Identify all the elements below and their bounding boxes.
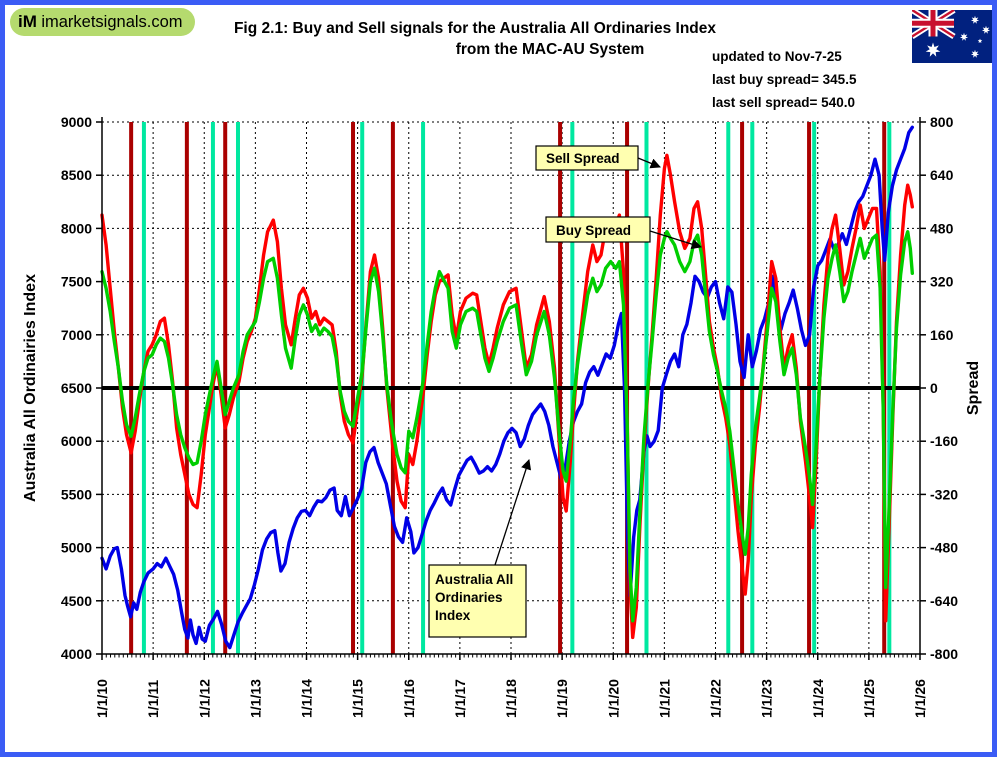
y-right-axis-title: Spread xyxy=(965,361,982,415)
y-right-tick-label: 0 xyxy=(930,380,938,396)
sell-spread-label: Sell Spread xyxy=(546,151,620,166)
y-left-tick-label: 4000 xyxy=(61,646,92,662)
australia-flag-svg xyxy=(910,7,992,63)
flag-stars xyxy=(925,15,991,58)
x-tick-label: 1/1/22 xyxy=(708,679,724,718)
index-label-line1: Australia All xyxy=(435,572,513,587)
y-right-tick-label: -320 xyxy=(930,486,958,502)
x-tick-label: 1/1/15 xyxy=(350,679,366,718)
x-tick-label: 1/1/17 xyxy=(452,679,468,718)
y-left-tick-label: 8500 xyxy=(61,167,92,183)
chart-title-line2: from the MAC-AU System xyxy=(455,41,645,58)
index-arrow xyxy=(494,459,532,566)
buy-spread-label: Buy Spread xyxy=(556,223,631,238)
x-tick-label: 1/1/18 xyxy=(503,679,519,718)
flag-star xyxy=(959,32,969,41)
y-right-tick-label: -160 xyxy=(930,433,958,449)
flag-star xyxy=(977,38,983,43)
sell-spread-arrow xyxy=(637,157,661,169)
index-label-line2: Ordinaries xyxy=(435,590,503,605)
x-tick-label: 1/1/13 xyxy=(247,679,263,718)
y-left-tick-label: 8000 xyxy=(61,220,92,236)
x-tick-label: 1/1/25 xyxy=(861,679,877,718)
y-right-tick-label: -640 xyxy=(930,593,958,609)
y-right-tick-label: 800 xyxy=(930,114,954,130)
x-tick-label: 1/1/14 xyxy=(299,679,315,718)
x-tick-label: 1/1/20 xyxy=(605,679,621,718)
australia-flag xyxy=(910,7,992,63)
y-right-tick-label: 320 xyxy=(930,274,954,290)
imarketsignals-logo: iM imarketsignals.com xyxy=(10,8,195,36)
x-tick-label: 1/1/12 xyxy=(196,679,212,718)
y-right-tick-label: -800 xyxy=(930,646,958,662)
x-tick-label: 1/1/10 xyxy=(94,679,110,718)
annotation-buy-spread: Buy Spread xyxy=(545,216,702,250)
index-label-line3: Index xyxy=(435,608,471,623)
flag-star xyxy=(970,15,980,24)
flag-star xyxy=(981,25,991,34)
chart-title: Fig 2.1: Buy and Sell signals for the Au… xyxy=(190,18,760,60)
x-tick-label: 1/1/11 xyxy=(145,680,161,718)
y-left-tick-label: 4500 xyxy=(61,593,92,609)
y-left-axis-title: Australia All Ordinairies Index xyxy=(22,274,39,502)
y-left-tick-label: 5000 xyxy=(61,540,92,556)
y-right-tick-label: -480 xyxy=(930,540,958,556)
y-left-tick-label: 5500 xyxy=(61,486,92,502)
flag-star xyxy=(970,49,980,58)
logo-site-text: imarketsignals.com xyxy=(41,13,183,31)
y-right-tick-label: 480 xyxy=(930,220,954,236)
y-left-tick-label: 9000 xyxy=(61,114,92,130)
y-left-tick-label: 7000 xyxy=(61,327,92,343)
last-buy-spread-text: last buy spread= 345.5 xyxy=(712,72,857,87)
annotation-index: Australia All Ordinaries Index xyxy=(428,459,532,638)
x-tick-label: 1/1/24 xyxy=(810,679,826,718)
annotation-sell-spread: Sell Spread xyxy=(535,145,661,171)
union-jack xyxy=(910,7,956,40)
axes: 9000850080007500700065006000550050004500… xyxy=(61,114,958,718)
series-line-buy-spread xyxy=(100,229,914,623)
x-tick-label: 1/1/19 xyxy=(554,679,570,718)
last-sell-spread-text: last sell spread= 540.0 xyxy=(712,95,855,110)
y-right-tick-label: 640 xyxy=(930,167,954,183)
y-left-tick-label: 6000 xyxy=(61,433,92,449)
updated-date-text: updated to Nov-7-25 xyxy=(712,49,842,64)
y-left-tick-label: 7500 xyxy=(61,274,92,290)
series-line-sell-spread xyxy=(100,153,914,640)
x-tick-label: 1/1/16 xyxy=(401,679,417,718)
status-block: updated to Nov-7-25 last buy spread= 345… xyxy=(712,45,912,114)
y-right-tick-label: 160 xyxy=(930,327,954,343)
chart-title-line1: Fig 2.1: Buy and Sell signals for the Au… xyxy=(233,20,717,37)
x-tick-label: 1/1/21 xyxy=(656,679,672,718)
x-tick-label: 1/1/23 xyxy=(759,679,775,718)
x-tick-label: 1/1/26 xyxy=(912,679,928,718)
flag-star xyxy=(925,42,941,57)
chart-generated-layers: 9000850080007500700065006000550050004500… xyxy=(61,114,958,718)
y-left-tick-label: 6500 xyxy=(61,380,92,396)
mac-au-chart: 9000850080007500700065006000550050004500… xyxy=(22,114,982,718)
logo-im-mark: iM xyxy=(18,12,37,31)
buy-spread-arrow xyxy=(649,230,702,250)
